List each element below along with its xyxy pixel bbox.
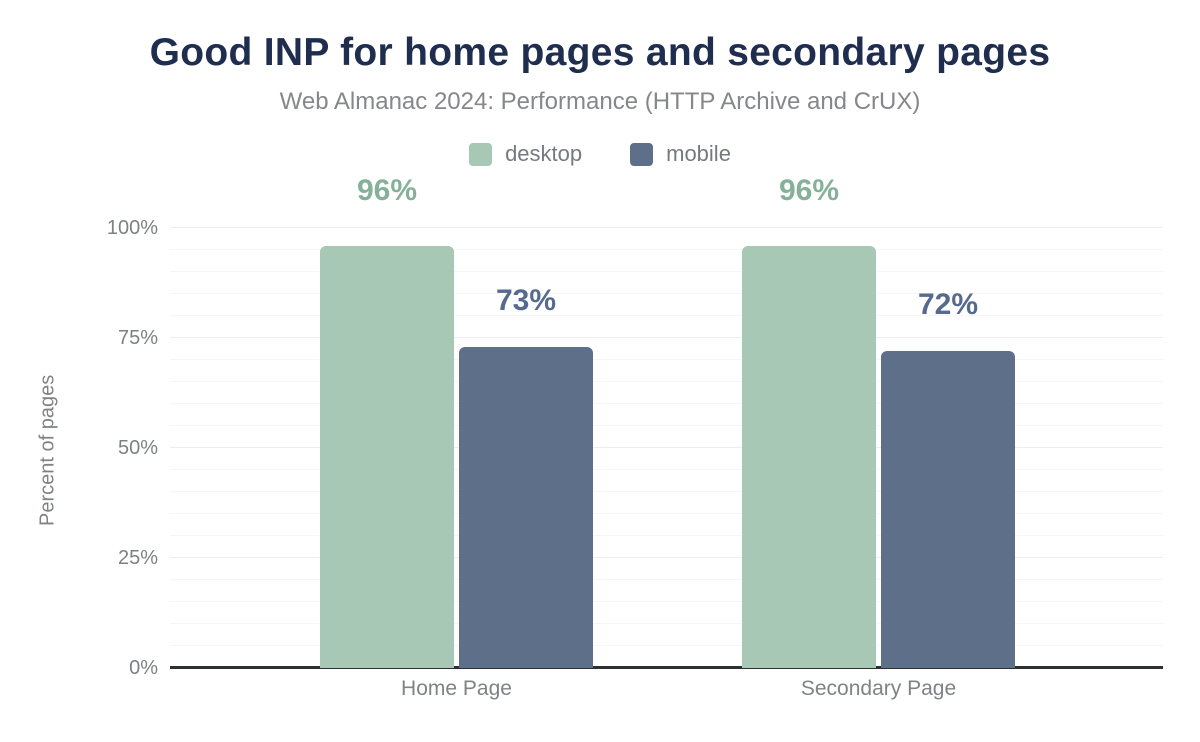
bar-desktop-1 xyxy=(742,245,876,668)
minor-gridline xyxy=(170,645,1163,646)
y-tick-50: 50% xyxy=(117,437,158,459)
value-label-desktop-0: 96% xyxy=(356,173,418,207)
mobile-swatch-icon xyxy=(630,142,654,166)
bar-desktop-0 xyxy=(320,245,454,668)
major-gridline xyxy=(170,557,1163,558)
major-gridline xyxy=(170,337,1163,338)
x-category-label-0: Home Page xyxy=(401,677,512,700)
plot-area: 96% 73% 96% 72% xyxy=(170,175,1163,669)
desktop-swatch-icon xyxy=(469,142,493,166)
y-tick-25: 25% xyxy=(117,547,158,569)
chart-title: Good INP for home pages and secondary pa… xyxy=(149,31,1051,74)
legend-label-mobile: mobile xyxy=(666,141,731,167)
value-label-mobile-0: 73% xyxy=(495,283,557,317)
x-category-label-1: Secondary Page xyxy=(800,677,957,700)
minor-gridline xyxy=(170,513,1163,514)
minor-gridline xyxy=(170,293,1163,294)
legend: desktop mobile xyxy=(0,141,1200,167)
minor-gridline xyxy=(170,535,1163,536)
minor-gridline xyxy=(170,249,1163,250)
legend-label-desktop: desktop xyxy=(505,141,583,167)
y-tick-0: 0% xyxy=(129,657,158,679)
minor-gridline xyxy=(170,271,1163,272)
minor-gridline xyxy=(170,315,1163,316)
minor-gridline xyxy=(170,359,1163,360)
minor-gridline xyxy=(170,425,1163,426)
legend-item-mobile: mobile xyxy=(630,141,731,167)
chart-subtitle: Web Almanac 2024: Performance (HTTP Arch… xyxy=(279,87,921,115)
legend-item-desktop: desktop xyxy=(469,141,582,167)
minor-gridline xyxy=(170,403,1163,404)
bar-mobile-0 xyxy=(459,346,593,668)
major-gridline xyxy=(170,227,1163,228)
x-axis-line xyxy=(170,666,1163,669)
value-label-desktop-1: 96% xyxy=(778,173,840,207)
minor-gridline xyxy=(170,491,1163,492)
minor-gridline xyxy=(170,381,1163,382)
value-label-mobile-1: 72% xyxy=(917,288,979,322)
y-tick-100: 100% xyxy=(106,217,158,239)
minor-gridline xyxy=(170,469,1163,470)
minor-gridline xyxy=(170,579,1163,580)
minor-gridline xyxy=(170,623,1163,624)
minor-gridline xyxy=(170,601,1163,602)
major-gridline xyxy=(170,447,1163,448)
y-tick-75: 75% xyxy=(117,327,158,349)
bar-mobile-1 xyxy=(881,351,1015,668)
